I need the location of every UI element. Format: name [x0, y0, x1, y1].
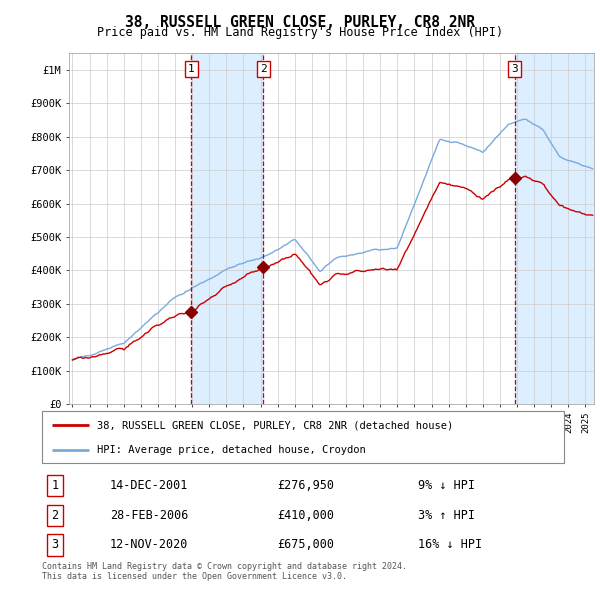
Text: 14-DEC-2001: 14-DEC-2001 [110, 479, 188, 492]
Text: 12-NOV-2020: 12-NOV-2020 [110, 539, 188, 552]
Text: 1: 1 [52, 479, 59, 492]
Text: 2: 2 [52, 509, 59, 522]
FancyBboxPatch shape [42, 411, 564, 463]
Bar [191, 53, 263, 404]
Text: 38, RUSSELL GREEN CLOSE, PURLEY, CR8 2NR (detached house): 38, RUSSELL GREEN CLOSE, PURLEY, CR8 2NR… [97, 420, 453, 430]
Bar [515, 53, 594, 404]
Text: 38, RUSSELL GREEN CLOSE, PURLEY, CR8 2NR: 38, RUSSELL GREEN CLOSE, PURLEY, CR8 2NR [125, 15, 475, 30]
Text: £276,950: £276,950 [277, 479, 334, 492]
Text: 3: 3 [511, 64, 518, 74]
Text: 2: 2 [260, 64, 266, 74]
Text: 1: 1 [188, 64, 194, 74]
Text: £410,000: £410,000 [277, 509, 334, 522]
Text: 3% ↑ HPI: 3% ↑ HPI [418, 509, 475, 522]
Text: HPI: Average price, detached house, Croydon: HPI: Average price, detached house, Croy… [97, 445, 365, 455]
Text: Price paid vs. HM Land Registry's House Price Index (HPI): Price paid vs. HM Land Registry's House … [97, 26, 503, 39]
Text: Contains HM Land Registry data © Crown copyright and database right 2024.
This d: Contains HM Land Registry data © Crown c… [42, 562, 407, 581]
Text: 9% ↓ HPI: 9% ↓ HPI [418, 479, 475, 492]
Text: 16% ↓ HPI: 16% ↓ HPI [418, 539, 482, 552]
Text: £675,000: £675,000 [277, 539, 334, 552]
Text: 28-FEB-2006: 28-FEB-2006 [110, 509, 188, 522]
Text: 3: 3 [52, 539, 59, 552]
